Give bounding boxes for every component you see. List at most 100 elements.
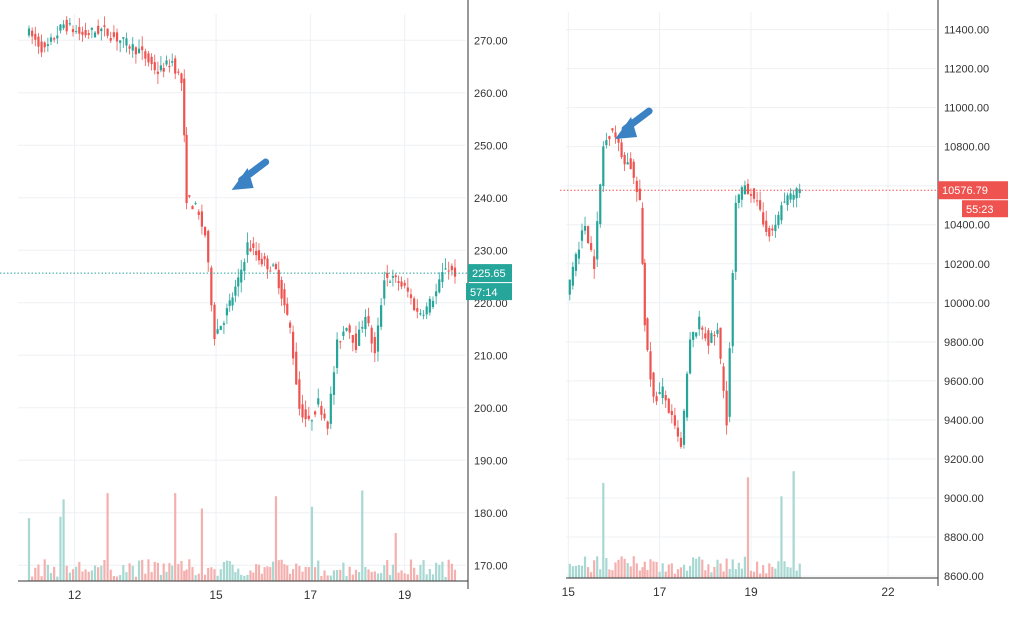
volume-bar	[682, 564, 686, 578]
x-tick-label: 12	[68, 588, 82, 602]
candle-body	[134, 47, 137, 55]
volume-bar	[49, 573, 53, 581]
candle-body	[49, 37, 53, 42]
candle-body	[257, 250, 261, 261]
candle-body	[348, 325, 351, 333]
volume-bar	[593, 560, 596, 578]
y-tick-label: 9200.00	[944, 454, 984, 466]
volume-bar	[611, 570, 614, 578]
candle-body	[667, 398, 670, 413]
candle-body	[435, 291, 438, 297]
volume-bar	[620, 556, 623, 578]
volume-bar	[605, 558, 608, 578]
candle-body	[376, 325, 380, 352]
volume-bar	[71, 569, 75, 581]
candle-body	[153, 62, 156, 71]
candle-body	[213, 304, 216, 340]
volume-bar	[234, 572, 237, 581]
volume-bar	[692, 557, 695, 578]
volume-bar	[137, 560, 141, 581]
countdown-label: 55:23	[966, 204, 994, 216]
y-tick-label: 230.00	[474, 245, 508, 257]
volume-bar	[707, 564, 710, 578]
candle-body	[649, 351, 652, 380]
candle-body	[210, 267, 213, 306]
candle-body	[225, 308, 229, 316]
volume-bar	[400, 570, 403, 581]
volume-bar	[737, 562, 740, 578]
candle-body	[165, 60, 168, 65]
y-tick-label: 9800.00	[944, 337, 984, 349]
volume-bar	[713, 566, 716, 578]
candle-body	[646, 318, 649, 351]
last-price-tag	[938, 181, 1008, 200]
volume-bar	[103, 559, 106, 581]
candle-body	[614, 132, 617, 138]
candle-body	[109, 38, 112, 41]
volume-bar	[376, 573, 380, 581]
candle-body	[388, 281, 392, 283]
volume-bar	[435, 562, 438, 581]
candle-body	[795, 188, 798, 199]
volume-bar	[354, 569, 358, 581]
volume-bar	[428, 568, 431, 581]
candle-body	[171, 61, 174, 63]
candle-body	[260, 258, 263, 265]
y-tick-label: 270.00	[474, 35, 508, 47]
candle-body	[394, 275, 397, 278]
volume-bar	[722, 571, 725, 578]
candle-body	[743, 185, 747, 195]
candle-body	[228, 300, 231, 306]
y-tick-label: 9400.00	[944, 415, 984, 427]
volume-bar	[219, 569, 222, 581]
volume-bar	[749, 570, 753, 578]
volume-bar	[652, 561, 655, 578]
candle-body	[159, 65, 162, 71]
volume-bar	[635, 563, 638, 578]
volume-bar	[141, 559, 144, 581]
volume-bar	[59, 516, 62, 581]
candle-body	[332, 372, 336, 395]
candle-body	[438, 279, 441, 293]
volume-bars	[568, 471, 801, 578]
candle-body	[759, 200, 762, 210]
volume-bar	[364, 566, 367, 581]
volume-bar	[798, 563, 801, 578]
volume-bar	[638, 570, 641, 578]
volume-bar	[755, 561, 759, 578]
candle-body	[752, 188, 756, 199]
y-tick-label: 180.00	[474, 508, 508, 520]
volume-bar	[249, 570, 252, 581]
volume-bar	[743, 556, 747, 578]
candle-body	[240, 269, 243, 283]
candle-body	[698, 316, 701, 330]
candle-body	[180, 73, 183, 84]
candle-body	[746, 183, 750, 194]
volume-bar	[78, 561, 81, 581]
candle-body	[629, 158, 632, 170]
volume-bar	[188, 559, 191, 581]
volume-bar	[771, 566, 774, 578]
candle-body	[317, 398, 320, 405]
volume-bar	[310, 506, 314, 581]
volume-bar	[231, 564, 234, 581]
candle-body	[269, 270, 272, 272]
candle-body	[342, 331, 345, 337]
volume-bar	[162, 563, 165, 581]
volume-bar	[240, 574, 243, 581]
volume-bar	[216, 575, 219, 581]
volume-bar	[84, 569, 87, 581]
volume-bar	[780, 496, 783, 578]
volume-bar	[115, 576, 119, 581]
candle-body	[339, 341, 342, 343]
candle-body	[611, 128, 614, 131]
candle-body	[336, 339, 339, 368]
volume-bar	[623, 558, 626, 578]
volume-bar	[320, 576, 323, 581]
candle-body	[444, 268, 447, 270]
candle-body	[174, 58, 177, 74]
volume-bar	[413, 567, 416, 581]
candle-body	[103, 25, 106, 28]
candle-body	[78, 26, 81, 34]
candle-body	[263, 256, 266, 260]
